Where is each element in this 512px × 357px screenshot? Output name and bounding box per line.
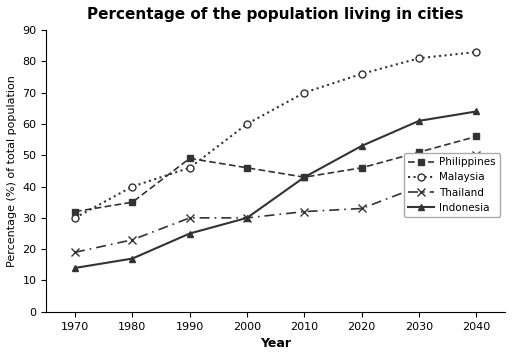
Indonesia: [473, 109, 479, 114]
Y-axis label: Percentage (%) of total population: Percentage (%) of total population: [7, 75, 17, 267]
Philippines: [72, 210, 78, 214]
Indonesia: [301, 175, 307, 179]
Thailand: [416, 185, 422, 189]
Line: Malaysia: Malaysia: [72, 49, 480, 221]
Thailand: [473, 153, 479, 157]
Malaysia: [416, 56, 422, 60]
Malaysia: [301, 91, 307, 95]
Thailand: [301, 210, 307, 214]
Philippines: [358, 166, 365, 170]
Thailand: [72, 250, 78, 255]
Indonesia: [244, 216, 250, 220]
Legend: Philippines, Malaysia, Thailand, Indonesia: Philippines, Malaysia, Thailand, Indones…: [403, 153, 500, 217]
Indonesia: [186, 231, 193, 236]
Thailand: [186, 216, 193, 220]
Malaysia: [186, 166, 193, 170]
Malaysia: [358, 72, 365, 76]
Line: Indonesia: Indonesia: [72, 108, 480, 271]
Philippines: [416, 150, 422, 154]
Thailand: [358, 206, 365, 211]
Indonesia: [72, 266, 78, 270]
Philippines: [473, 134, 479, 139]
X-axis label: Year: Year: [260, 337, 291, 350]
Malaysia: [72, 216, 78, 220]
Indonesia: [130, 256, 136, 261]
Malaysia: [473, 50, 479, 54]
Thailand: [130, 238, 136, 242]
Philippines: [130, 200, 136, 204]
Philippines: [244, 166, 250, 170]
Line: Philippines: Philippines: [72, 133, 480, 215]
Indonesia: [416, 119, 422, 123]
Indonesia: [358, 144, 365, 148]
Title: Percentage of the population living in cities: Percentage of the population living in c…: [88, 7, 464, 22]
Thailand: [244, 216, 250, 220]
Malaysia: [130, 185, 136, 189]
Philippines: [301, 175, 307, 179]
Philippines: [186, 156, 193, 161]
Line: Thailand: Thailand: [71, 151, 481, 256]
Malaysia: [244, 122, 250, 126]
